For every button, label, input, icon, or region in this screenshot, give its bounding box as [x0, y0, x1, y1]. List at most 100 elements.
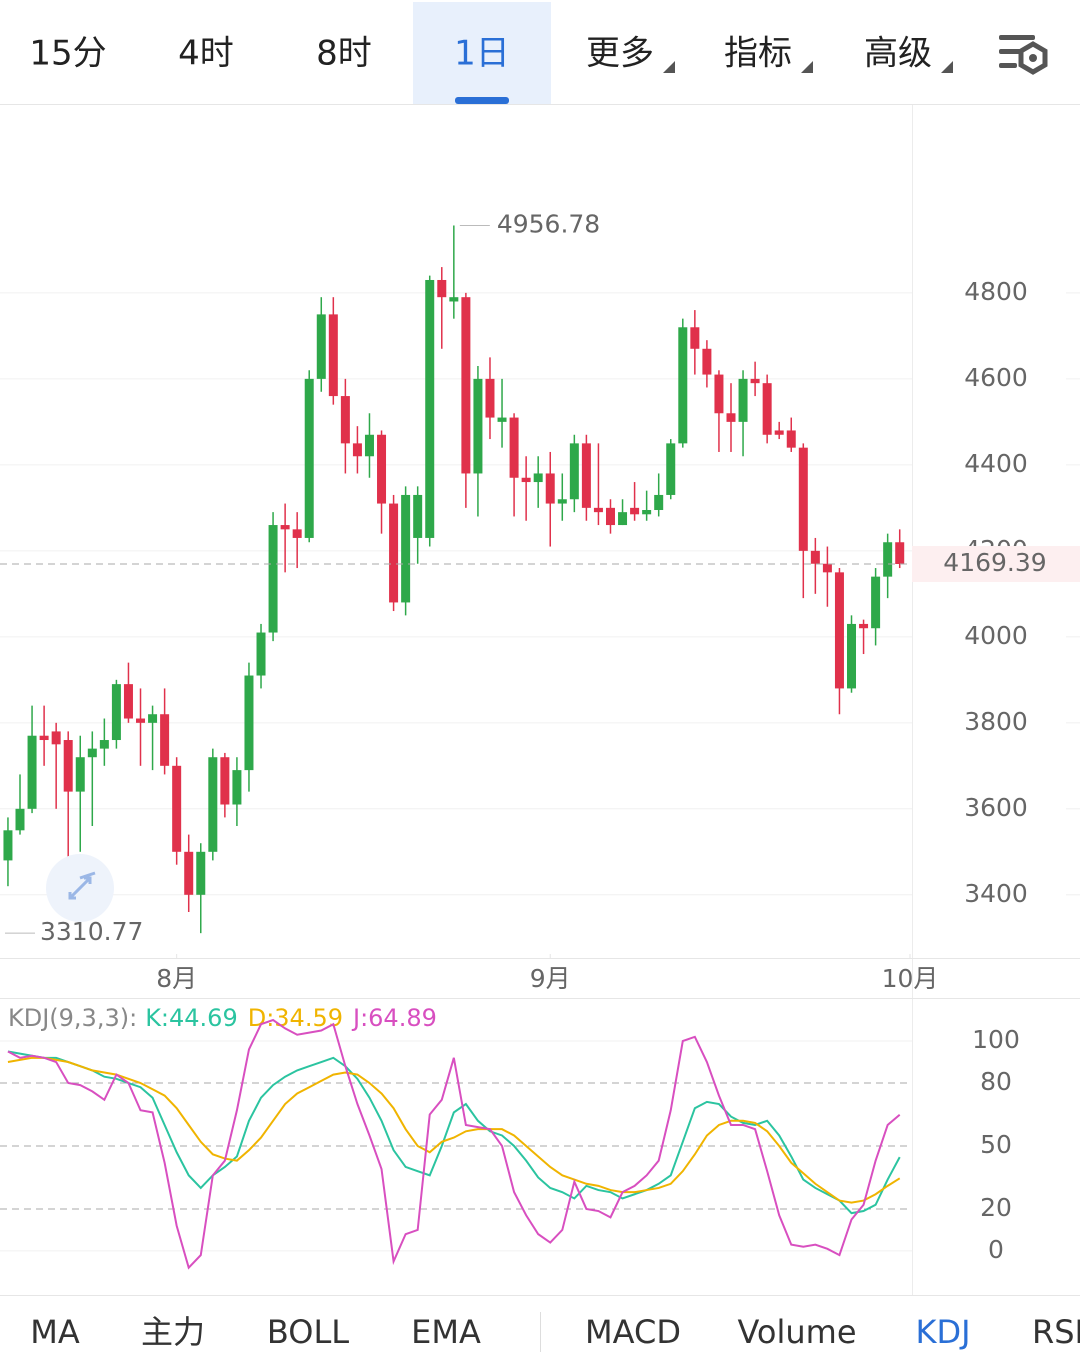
dropdown-arrow	[663, 61, 675, 73]
candle-body	[27, 735, 37, 809]
candle-body	[461, 297, 471, 474]
candle-body	[340, 396, 350, 444]
tab[interactable]: 更多	[586, 34, 654, 74]
candle-body	[545, 473, 555, 504]
x-tick-label: 8月	[156, 964, 197, 993]
candle-body	[666, 443, 676, 495]
candle-body	[208, 757, 218, 852]
candle-body	[75, 757, 85, 792]
candle-body	[256, 632, 266, 676]
legend-entry: J:64.89	[351, 1004, 437, 1032]
active-tab-indicator	[455, 97, 509, 104]
tab[interactable]: 15分	[29, 34, 106, 74]
settings-icon[interactable]	[999, 35, 1048, 75]
y-tick-label: 4400	[964, 449, 1028, 478]
indicator-tab[interactable]: KDJ	[915, 1313, 970, 1351]
y-tick-label: 0	[988, 1235, 1004, 1264]
x-tick-label: 9月	[530, 964, 571, 993]
candle-body	[859, 623, 869, 629]
indicator-tab[interactable]: BOLL	[267, 1313, 349, 1351]
candle-body	[750, 378, 760, 384]
tab[interactable]: 4时	[178, 34, 234, 74]
kdj-chart: 0 20 50 80 100 KDJ(9,3,3): K:44.69 D:34.59 J:64.…	[0, 1004, 1020, 1270]
candle-body	[280, 525, 290, 530]
candle-body	[485, 378, 495, 418]
tab[interactable]: 8时	[316, 34, 372, 74]
y-tick-label: 3800	[964, 707, 1028, 736]
candle-body	[196, 851, 206, 895]
legend-entry: K:44.69	[145, 1004, 238, 1032]
y-tick-label: 4600	[964, 363, 1028, 392]
tab[interactable]: 指标	[724, 34, 792, 74]
candle-body	[895, 542, 905, 565]
candle-body	[786, 430, 796, 448]
candle-body	[593, 507, 603, 513]
candle-body	[99, 740, 109, 749]
candle-body	[111, 684, 121, 741]
candle-body	[51, 731, 61, 745]
legend-title: KDJ(9,3,3):	[8, 1004, 137, 1032]
indicator-tab[interactable]: EMA	[411, 1313, 481, 1351]
candle-body	[184, 851, 194, 895]
candle-body	[726, 413, 736, 422]
candle-body	[473, 378, 483, 474]
dropdown-arrow	[941, 61, 953, 73]
indicator-tab[interactable]: Volume	[737, 1313, 856, 1351]
y-tick-label: 3600	[964, 793, 1028, 822]
candle-body	[569, 443, 579, 500]
candle-body	[87, 748, 97, 758]
high-label: 4956.78	[497, 209, 600, 238]
tab[interactable]: 高级	[864, 34, 932, 74]
candle-body	[377, 434, 387, 504]
candle-body	[401, 494, 411, 603]
dropdown-arrow	[801, 61, 813, 73]
candle-body	[172, 765, 182, 852]
x-tick-label: 10月	[882, 964, 939, 993]
candle-body	[364, 434, 374, 457]
candle-body	[714, 374, 724, 414]
candle-body	[160, 714, 170, 766]
low-label: 3310.77	[40, 917, 143, 946]
candle-body	[762, 383, 772, 435]
candle-body	[509, 417, 519, 478]
candle-body	[425, 279, 435, 538]
indicator-tab[interactable]: MACD	[585, 1313, 681, 1351]
candle-body	[521, 477, 531, 483]
candle-body	[497, 417, 507, 422]
expand-button[interactable]	[46, 854, 114, 922]
indicator-tab[interactable]: MA	[30, 1313, 80, 1351]
candle-body	[232, 770, 242, 805]
y-tick-label: 4000	[964, 621, 1028, 650]
y-tick-label: 50	[980, 1130, 1012, 1159]
candle-body	[822, 563, 832, 573]
y-tick-label: 100	[972, 1025, 1020, 1054]
indicator-tabs: MA 主力 BOLL EMA MACD Volume KDJ RSI	[30, 1312, 1080, 1352]
last-price-label: 4169.39	[943, 548, 1046, 577]
candle-body	[557, 499, 567, 504]
candle-body	[136, 718, 146, 723]
candle-body	[642, 510, 652, 515]
candle-body	[123, 684, 133, 719]
y-tick-label: 4800	[964, 277, 1028, 306]
candle-body	[328, 314, 338, 397]
candle-body	[690, 327, 700, 349]
candle-body	[304, 378, 314, 538]
indicator-tab[interactable]: RSI	[1032, 1313, 1080, 1351]
candle-body	[39, 735, 49, 741]
candle-body	[630, 507, 640, 515]
tab[interactable]: 1日	[454, 34, 510, 74]
candle-body	[148, 714, 158, 723]
last-price-box	[912, 546, 1080, 583]
candle-body	[292, 529, 302, 538]
legend-entry: D:34.59	[248, 1004, 343, 1032]
candle-body	[533, 473, 543, 483]
candle-body	[605, 507, 615, 526]
legend: KDJ(9,3,3): K:44.69 D:34.59 J:64.89	[8, 1004, 437, 1032]
candle-body	[810, 550, 820, 564]
candle-body	[389, 503, 399, 603]
candle-body	[798, 447, 808, 551]
indicator-tab[interactable]: 主力	[141, 1313, 205, 1351]
candle-body	[63, 740, 73, 792]
